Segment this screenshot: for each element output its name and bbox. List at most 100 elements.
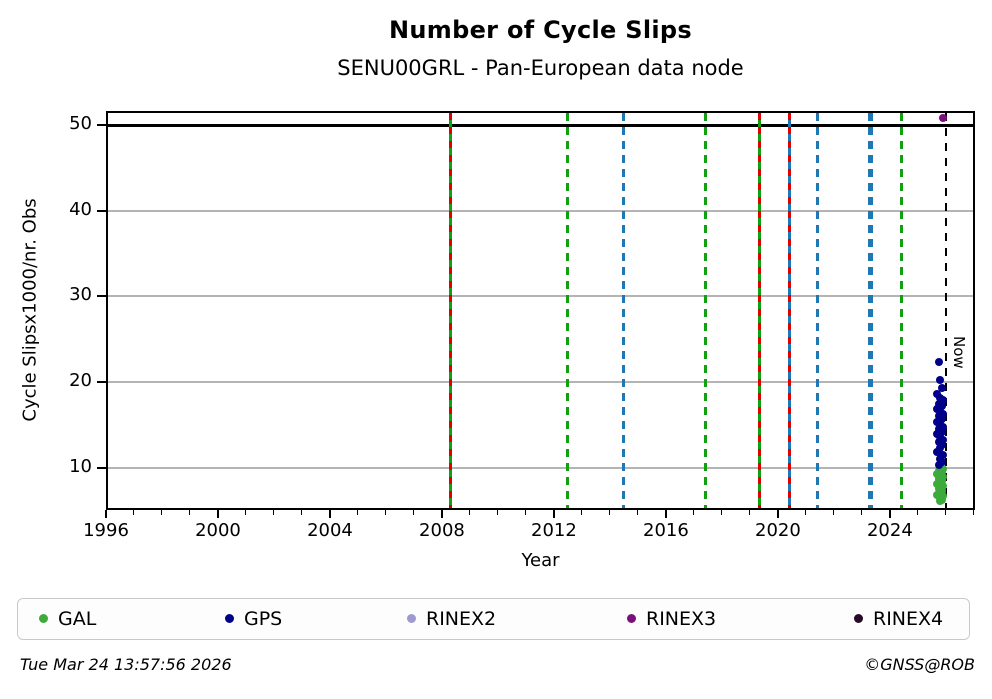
footer-timestamp: Tue Mar 24 13:57:56 2026 — [20, 655, 232, 674]
event-line-2024.4 — [899, 113, 903, 508]
data-point-gps — [939, 409, 948, 418]
legend: GAL GPS RINEX2 RINEX3 RINEX4 — [17, 598, 970, 640]
x-major-tick-2020 — [776, 510, 779, 518]
x-minor-tick-2009 — [468, 510, 471, 515]
legend-item-rinex2: RINEX2 — [407, 599, 496, 638]
data-point-gps — [937, 384, 946, 393]
x-major-tick-2012 — [552, 510, 555, 518]
x-minor-tick-2025 — [916, 510, 919, 515]
y-tick-40 — [97, 209, 106, 212]
legend-dot-gps — [225, 614, 234, 623]
x-tick-label-2024: 2024 — [866, 520, 913, 541]
data-point-gps — [937, 415, 946, 424]
legend-dot-rinex4 — [854, 614, 863, 623]
data-point-gps — [937, 427, 946, 436]
x-minor-tick-2006 — [384, 510, 387, 515]
y-tick-label-40: 40 — [69, 198, 92, 220]
data-point-gps — [939, 396, 948, 405]
x-tick-label-1996: 1996 — [83, 520, 129, 541]
event-line-red-overlay — [448, 113, 452, 508]
x-tick-label-2008: 2008 — [419, 520, 465, 541]
x-minor-tick-2011 — [524, 510, 527, 515]
legend-item-rinex4: RINEX4 — [854, 599, 943, 638]
x-major-tick-2024 — [888, 510, 891, 518]
event-line-2017.4 — [703, 113, 707, 508]
x-tick-label-2004: 2004 — [307, 520, 353, 541]
data-point-gps — [939, 422, 948, 431]
event-line-red-overlay — [758, 113, 762, 508]
x-minor-tick-2021 — [804, 510, 807, 515]
event-line-2014.5 — [622, 113, 626, 508]
event-line-2021.4 — [815, 113, 819, 508]
legend-item-gps: GPS — [225, 599, 282, 638]
x-minor-tick-1999 — [188, 510, 191, 515]
data-point-rinex3 — [939, 113, 948, 122]
x-major-tick-1996 — [105, 510, 107, 518]
x-minor-tick-2001 — [244, 510, 247, 515]
now-label: Now — [949, 336, 968, 369]
x-minor-tick-2015 — [636, 510, 639, 515]
plot-frame — [106, 111, 975, 510]
data-point-gps — [939, 435, 948, 444]
gridline-y-20 — [108, 381, 973, 384]
legend-dot-gal — [39, 614, 48, 623]
legend-item-rinex3: RINEX3 — [627, 599, 716, 638]
x-major-tick-2004 — [328, 510, 331, 518]
chart-subtitle: SENU00GRL - Pan-European data node — [337, 56, 744, 80]
threshold-line — [108, 123, 973, 127]
chart-title: Number of Cycle Slips — [389, 16, 692, 44]
x-tick-label-2020: 2020 — [755, 520, 801, 541]
x-minor-tick-2022 — [832, 510, 835, 515]
x-major-tick-2000 — [216, 510, 219, 518]
legend-dot-rinex3 — [627, 614, 636, 623]
x-minor-tick-2023 — [860, 510, 863, 515]
gridline-y-30 — [108, 295, 973, 298]
data-point-gps — [937, 402, 946, 411]
x-major-tick-2008 — [440, 510, 443, 518]
y-tick-label-30: 30 — [69, 284, 92, 306]
x-minor-tick-2013 — [580, 510, 583, 515]
legend-label-rinex4: RINEX4 — [873, 607, 944, 630]
y-tick-10 — [97, 466, 106, 469]
x-axis-label: Year — [521, 550, 560, 571]
gridline-y-10 — [108, 466, 973, 469]
y-tick-20 — [97, 381, 106, 384]
data-point-gps — [936, 376, 945, 385]
y-tick-label-20: 20 — [69, 370, 92, 392]
x-major-tick-2016 — [664, 510, 667, 518]
x-minor-tick-2010 — [496, 510, 499, 515]
x-tick-label-2016: 2016 — [643, 520, 689, 541]
data-point-gal — [936, 496, 945, 505]
legend-label-rinex3: RINEX3 — [646, 607, 717, 630]
x-minor-tick-2019 — [748, 510, 751, 515]
event-line-red-overlay — [787, 113, 791, 508]
event-line-2023.3 — [867, 113, 873, 508]
event-line-2020.4 — [787, 113, 791, 508]
legend-item-gal: GAL — [39, 599, 96, 638]
x-minor-tick-2003 — [300, 510, 303, 515]
event-line-2012.5 — [566, 113, 570, 508]
legend-label-gal: GAL — [58, 607, 97, 630]
x-minor-tick-2027 — [972, 510, 975, 515]
x-tick-label-2012: 2012 — [531, 520, 577, 541]
legend-label-gps: GPS — [244, 607, 283, 630]
x-minor-tick-2014 — [608, 510, 611, 515]
footer-credit: ©GNSS@ROB — [864, 655, 975, 674]
x-minor-tick-2007 — [412, 510, 415, 515]
legend-dot-rinex2 — [407, 614, 416, 623]
gridline-y-40 — [108, 209, 973, 212]
now-line — [944, 113, 947, 508]
x-minor-tick-2026 — [944, 510, 947, 515]
x-minor-tick-2002 — [272, 510, 275, 515]
x-minor-tick-1997 — [132, 510, 135, 515]
x-minor-tick-2005 — [356, 510, 359, 515]
legend-label-rinex2: RINEX2 — [426, 607, 497, 630]
x-minor-tick-1998 — [160, 510, 163, 515]
y-tick-label-10: 10 — [69, 455, 92, 477]
data-point-gps — [934, 460, 943, 469]
x-minor-tick-2018 — [720, 510, 723, 515]
data-point-gps — [933, 447, 942, 456]
y-tick-30 — [97, 295, 106, 298]
y-tick-50 — [97, 123, 106, 126]
